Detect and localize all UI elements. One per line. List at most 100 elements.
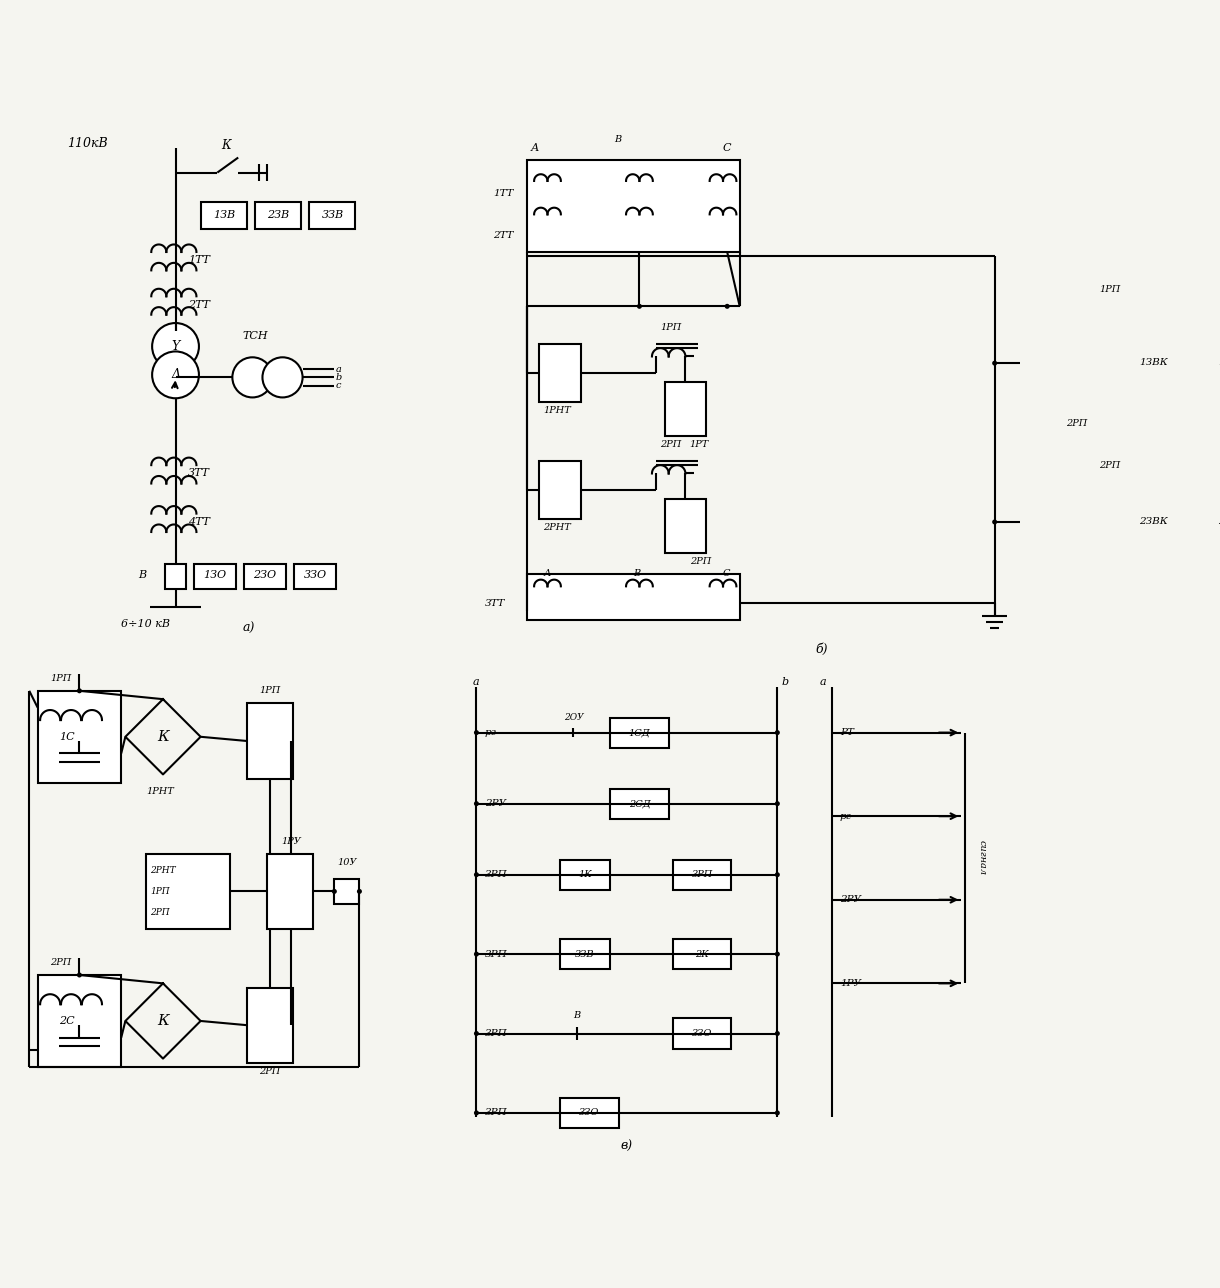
Text: 2К: 2К <box>695 949 709 958</box>
Text: К: К <box>157 1014 168 1028</box>
Text: 1РНТ: 1РНТ <box>146 787 174 796</box>
Text: рг: рг <box>841 811 852 820</box>
Text: сигнал: сигнал <box>977 840 987 876</box>
Text: a: a <box>336 365 342 374</box>
Text: 2РП: 2РП <box>1066 419 1087 428</box>
Text: 3РП: 3РП <box>484 949 508 958</box>
Bar <box>194 564 235 589</box>
Text: 3РП: 3РП <box>484 1029 508 1038</box>
Bar <box>146 854 229 929</box>
Text: 1РП: 1РП <box>50 674 72 683</box>
Circle shape <box>152 352 199 398</box>
Bar <box>560 939 610 969</box>
Bar <box>294 564 336 589</box>
Text: 2РНТ: 2РНТ <box>150 866 176 875</box>
Bar <box>38 690 121 783</box>
Text: 1К: 1К <box>578 871 592 880</box>
Text: 3ТТ: 3ТТ <box>188 469 210 478</box>
Text: 1С: 1С <box>59 732 74 742</box>
Text: а): а) <box>243 622 255 635</box>
Text: 1РНТ: 1РНТ <box>543 406 571 415</box>
Text: РТ: РТ <box>841 728 854 737</box>
Text: 1РУ: 1РУ <box>841 979 861 988</box>
Bar <box>673 939 731 969</box>
Text: 2ТТ: 2ТТ <box>188 300 210 309</box>
Text: 1ТТ: 1ТТ <box>188 255 210 265</box>
Circle shape <box>473 1110 479 1115</box>
Text: Δ: Δ <box>171 368 181 381</box>
Circle shape <box>775 872 780 877</box>
Text: 110кВ: 110кВ <box>67 137 107 149</box>
Circle shape <box>1105 519 1110 524</box>
Bar <box>309 202 355 228</box>
Circle shape <box>775 730 780 735</box>
Circle shape <box>473 872 479 877</box>
Bar <box>255 202 301 228</box>
Text: 1ЗВК: 1ЗВК <box>1139 358 1168 367</box>
Bar <box>610 788 669 819</box>
Text: a: a <box>819 677 826 688</box>
Text: a: a <box>472 677 479 688</box>
Circle shape <box>152 323 199 370</box>
Text: 3РП: 3РП <box>484 1109 508 1118</box>
Bar <box>244 564 285 589</box>
Bar <box>539 461 581 519</box>
Text: 1ЗО: 1ЗО <box>1218 358 1220 367</box>
Text: 10У: 10У <box>337 858 356 867</box>
Text: 2СД: 2СД <box>628 799 650 808</box>
Bar <box>1199 340 1220 385</box>
Text: 2ЗО: 2ЗО <box>1218 516 1220 526</box>
Text: 3ТТ: 3ТТ <box>484 599 505 608</box>
Text: 6÷10 кВ: 6÷10 кВ <box>121 620 171 629</box>
Text: 3РП: 3РП <box>484 871 508 880</box>
Text: b: b <box>782 677 788 688</box>
Bar <box>539 344 581 402</box>
Text: 3ЗВ: 3ЗВ <box>576 949 595 958</box>
Text: А: А <box>531 143 539 152</box>
Text: 1ТТ: 1ТТ <box>493 189 514 198</box>
Circle shape <box>332 889 337 894</box>
Text: В: В <box>573 1011 581 1020</box>
Bar <box>38 975 121 1066</box>
Bar <box>527 160 739 252</box>
Bar <box>527 573 739 620</box>
Circle shape <box>775 801 780 806</box>
Text: 4ТТ: 4ТТ <box>188 516 210 527</box>
Bar <box>665 381 706 435</box>
Circle shape <box>775 1110 780 1115</box>
Text: 2ТТ: 2ТТ <box>493 231 514 240</box>
Text: 2ЗВК: 2ЗВК <box>1139 516 1168 526</box>
Text: в): в) <box>621 1140 633 1153</box>
Text: 2ОУ: 2ОУ <box>564 714 584 723</box>
Bar <box>1199 498 1220 545</box>
Text: С: С <box>723 143 732 152</box>
Circle shape <box>992 519 997 524</box>
Text: В: В <box>633 569 641 578</box>
Text: 2РНТ: 2РНТ <box>543 523 571 532</box>
Text: Y: Y <box>171 340 179 353</box>
Text: К: К <box>222 139 231 152</box>
Circle shape <box>357 889 362 894</box>
Text: 1РУ: 1РУ <box>281 837 301 846</box>
Text: 1СД: 1СД <box>628 728 650 737</box>
Bar <box>665 498 706 553</box>
Text: 1РТ: 1РТ <box>689 439 709 448</box>
Text: 3РП: 3РП <box>692 871 712 880</box>
Bar <box>1066 256 1220 394</box>
Bar <box>1124 340 1182 385</box>
Circle shape <box>775 952 780 957</box>
Circle shape <box>775 1030 780 1036</box>
Text: 3ЗО: 3ЗО <box>304 571 327 581</box>
Text: 1РП: 1РП <box>660 323 682 332</box>
Text: 2РУ: 2РУ <box>484 799 506 808</box>
Circle shape <box>232 357 272 398</box>
Circle shape <box>77 688 82 693</box>
Text: 3ЗВ: 3ЗВ <box>322 210 344 220</box>
Text: 2РП: 2РП <box>150 908 170 917</box>
Text: 2РП: 2РП <box>660 439 682 448</box>
Text: 1ЗО: 1ЗО <box>204 571 227 581</box>
Circle shape <box>473 1030 479 1036</box>
Text: 2РП: 2РП <box>50 958 72 967</box>
Bar <box>334 878 360 904</box>
Bar <box>673 1019 731 1048</box>
